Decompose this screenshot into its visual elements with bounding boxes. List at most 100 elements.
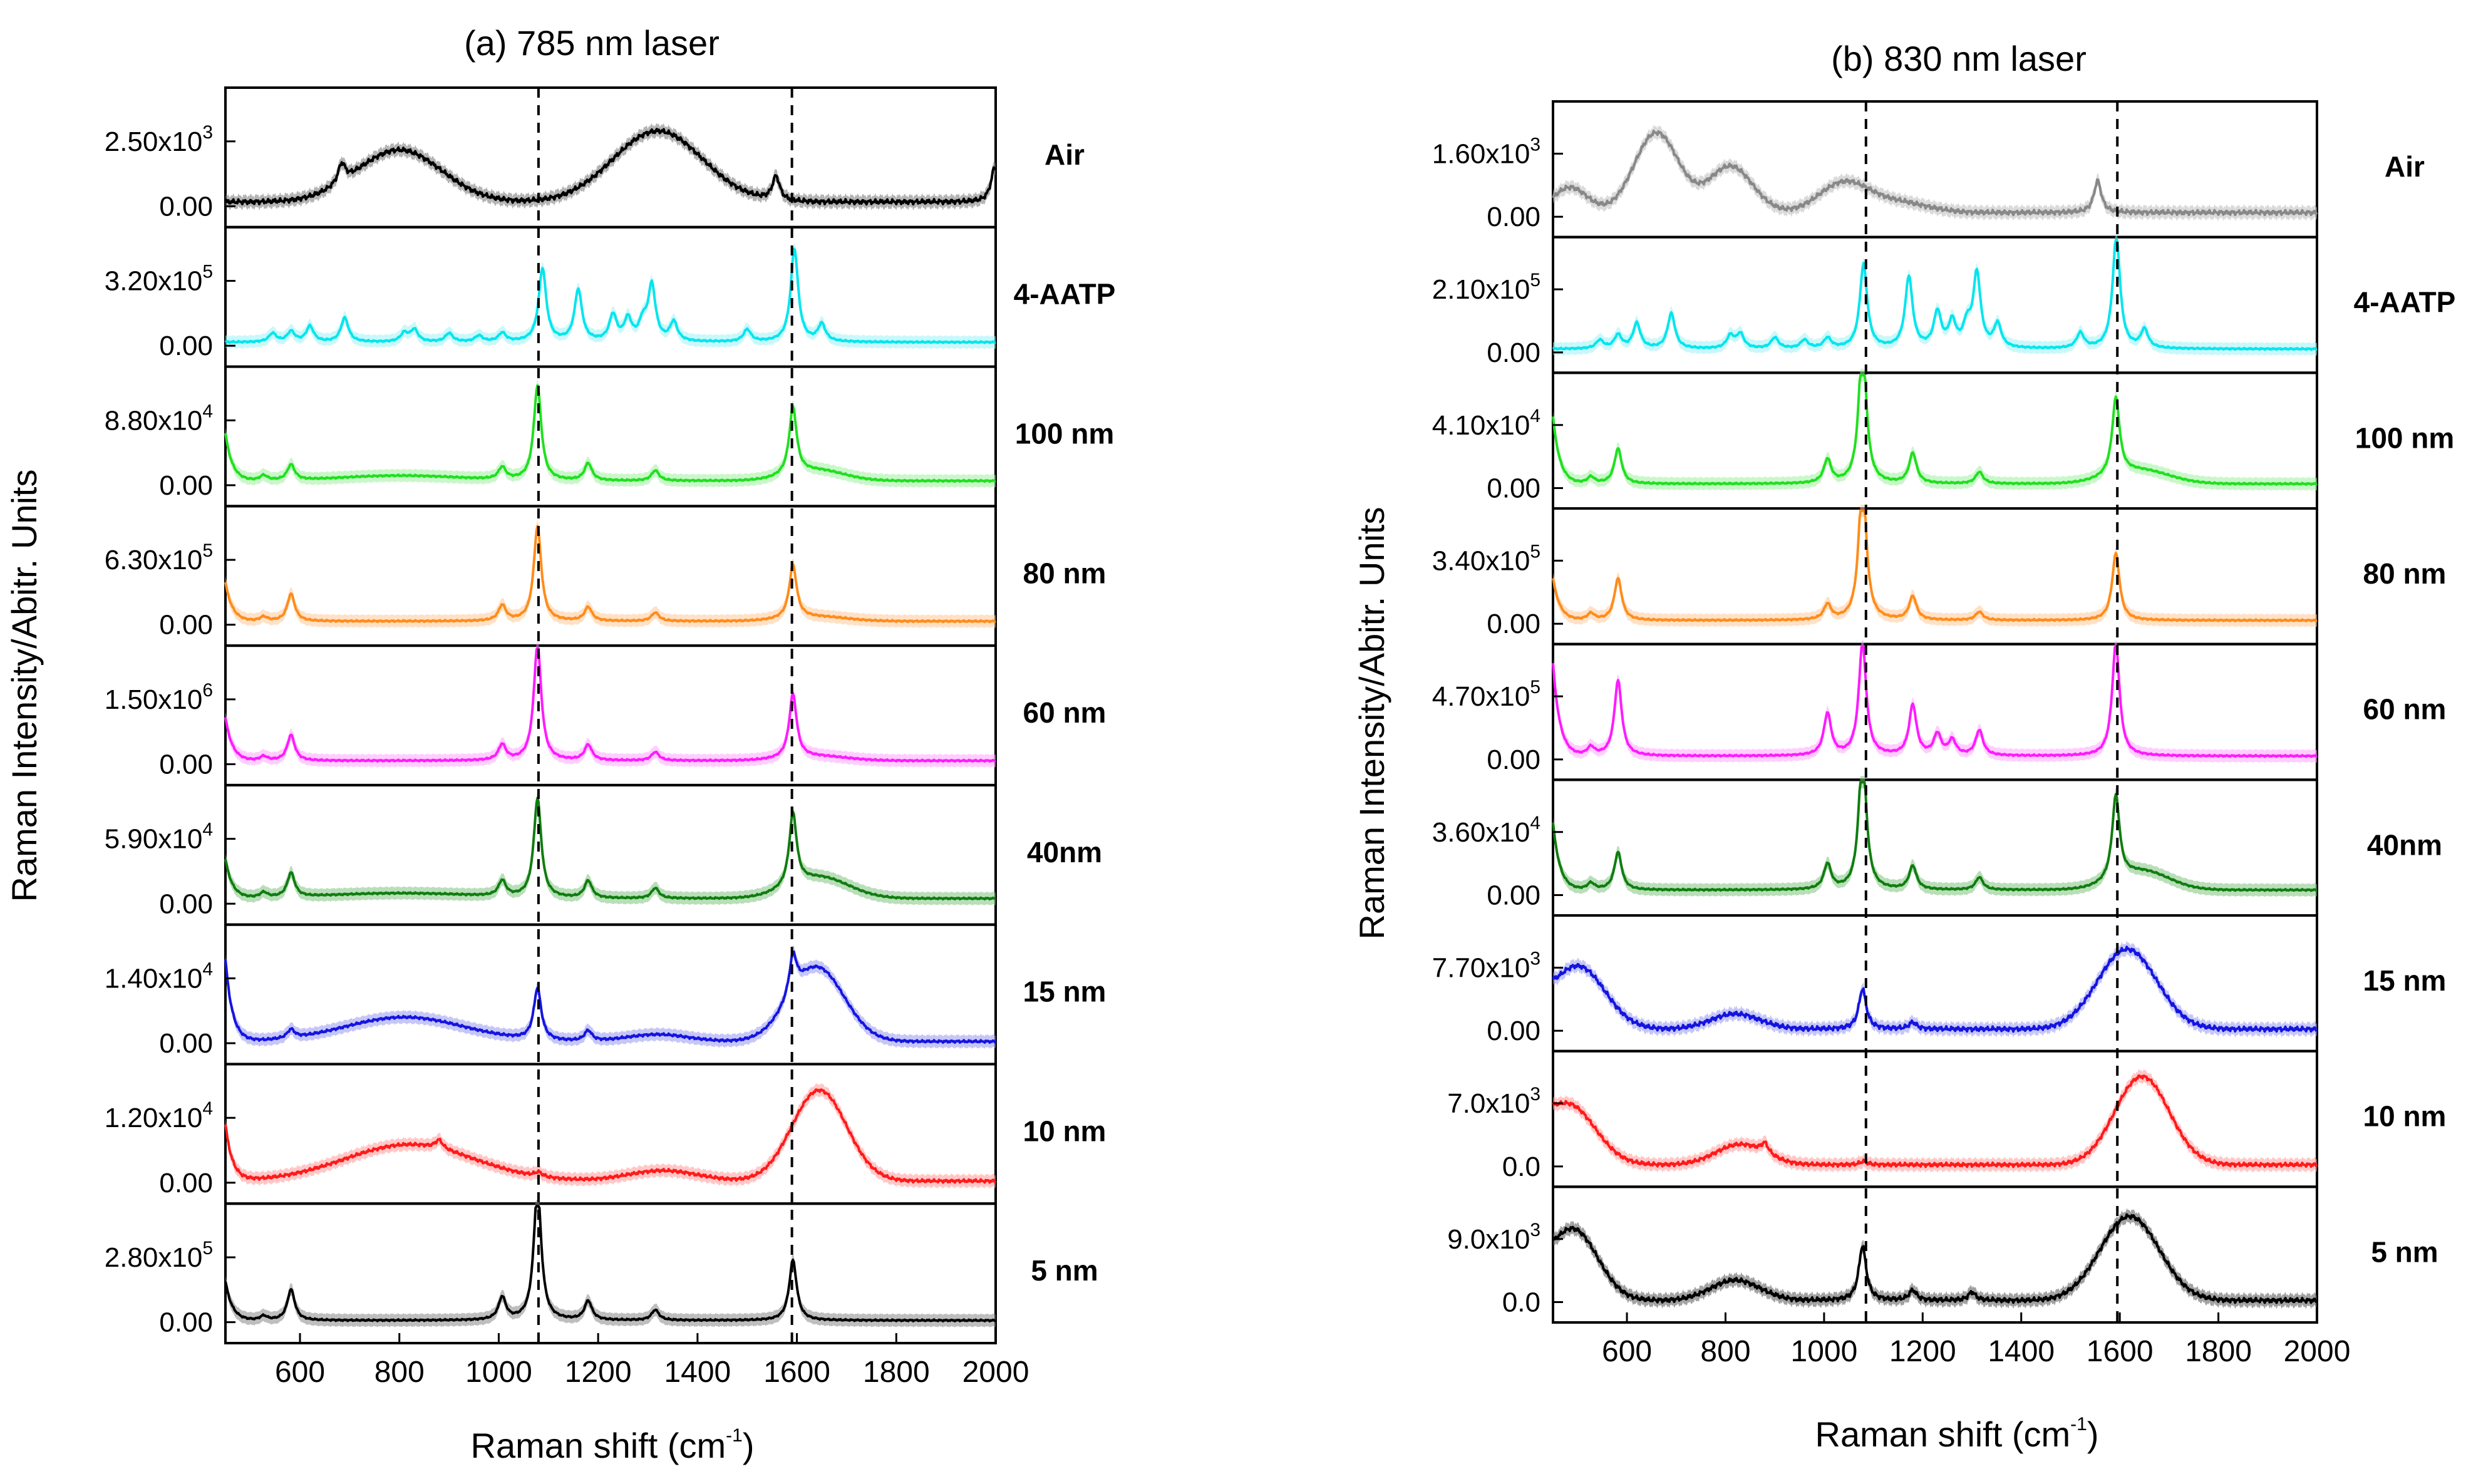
- panel-a-3-band: [225, 520, 996, 629]
- panel-b-7-spectrum-line: [1552, 1074, 2318, 1168]
- panel-b-xtick-label-6: 1800: [2185, 1335, 2252, 1368]
- panel-a-xlabel-sup: -1: [726, 1425, 743, 1446]
- panel-a-2-ytick-top-base: 8.80x10: [105, 405, 203, 436]
- panel-b-2-ytick-top-base: 4.10x10: [1432, 410, 1530, 441]
- panel-a-3-ytick-top-exp: 5: [202, 540, 213, 561]
- panel-b-4-band: [1553, 640, 2317, 763]
- panel-a-xtick-label-6: 1800: [863, 1356, 930, 1389]
- panel-b-plot: 1.60x1030.00Air2.10x1050.004-AATP4.10x10…: [1432, 100, 2455, 1368]
- panel-a-6-ytick-top-label: 1.40x104: [105, 959, 213, 994]
- panel-b-xtick-label-4: 1400: [1988, 1335, 2055, 1368]
- panel-b-6-ytick-top-exp: 3: [1530, 948, 1540, 969]
- panel-b-xtick-label-7: 2000: [2284, 1335, 2351, 1368]
- panel-a-0-band: [225, 123, 996, 211]
- panel-a-5-band: [225, 791, 996, 906]
- panel-a-xtick-label-1: 800: [374, 1356, 425, 1389]
- panel-a-7-ytick-top-label: 1.20x104: [105, 1098, 213, 1133]
- panel-b-7-ytick-top-base: 7.0x10: [1447, 1088, 1530, 1119]
- panel-b-6-ytick-top-base: 7.70x10: [1432, 952, 1530, 983]
- panel-a-0-ytick-top-base: 2.50x10: [105, 126, 203, 157]
- panel-b-7-ytick-top-label: 7.0x103: [1447, 1084, 1540, 1119]
- panel-a-2-ytick-top-exp: 4: [202, 401, 213, 421]
- panel-b-0-ytick-top-label: 1.60x103: [1432, 134, 1540, 169]
- panel-b-2-band: [1553, 369, 2317, 491]
- panel-a-4-ytick-top-base: 1.50x10: [105, 684, 203, 715]
- panel-a-8-frame: [224, 1202, 997, 1344]
- panel-b-1-ytick-top-exp: 5: [1530, 270, 1540, 291]
- panel-a-6-sample-label: 15 nm: [1023, 976, 1107, 1008]
- panel-b-5-band: [1553, 776, 2317, 897]
- panel-a-1-spectrum-line: [224, 247, 996, 344]
- panel-b-xlabel-sup: -1: [2070, 1414, 2087, 1435]
- panel-b-3-ytick-top-label: 3.40x105: [1432, 541, 1540, 576]
- panel-b-0-ytick-top-exp: 3: [1530, 134, 1540, 155]
- panel-a-2-sample-label: 100 nm: [1015, 417, 1115, 450]
- panel-b-0-ytick-top-base: 1.60x10: [1432, 138, 1530, 169]
- panel-a-4-sample-label: 60 nm: [1023, 696, 1107, 729]
- panel-a-7-band: [225, 1083, 996, 1189]
- panel-a-1-band: [225, 242, 996, 349]
- panel-b-6-band: [1553, 940, 2317, 1038]
- panel-b-3-ytick-top-exp: 5: [1530, 541, 1540, 562]
- panel-a-4-ytick-top-exp: 6: [202, 680, 213, 701]
- panel-a-6-ytick-top-exp: 4: [202, 959, 213, 979]
- panel-a-xtick-label-4: 1400: [664, 1356, 731, 1389]
- panel-a-3-spectrum-line: [224, 525, 996, 624]
- panel-a-1-ytick-top-exp: 5: [202, 262, 213, 282]
- panel-b-1-ytick-top-base: 2.10x10: [1432, 274, 1530, 305]
- panel-a-ylabel: Raman Intensity/Abitr. Units: [4, 470, 44, 902]
- panel-a-5-frame: [224, 783, 997, 926]
- panel-b-1-ytick-zero-label: 0.00: [1487, 338, 1540, 368]
- panel-a-xtick-label-0: 600: [275, 1356, 325, 1389]
- panel-a-5-spectrum-line: [224, 796, 996, 901]
- panel-b-2-spectrum-line: [1552, 374, 2318, 486]
- panel-a-xtick-label-3: 1200: [565, 1356, 632, 1389]
- panel-a-4-ytick-top-label: 1.50x106: [105, 680, 213, 715]
- panel-a-xlabel: Raman shift (cm-1): [471, 1425, 755, 1465]
- panel-a-0-ytick-top-exp: 3: [202, 122, 213, 143]
- panel-a-3-ytick-top-base: 6.30x10: [105, 545, 203, 575]
- panel-b-5-ytick-top-base: 3.60x10: [1432, 817, 1530, 848]
- panel-b-2-ytick-zero-label: 0.00: [1487, 473, 1540, 504]
- panel-b-1-ytick-top-label: 2.10x105: [1432, 270, 1540, 305]
- panel-a-0-ytick-top-label: 2.50x103: [105, 122, 213, 157]
- panel-b-xlabel-main: Raman shift (cm: [1815, 1414, 2071, 1454]
- panel-a-7-sample-label: 10 nm: [1023, 1115, 1107, 1147]
- panel-a-8-ytick-zero-label: 0.00: [159, 1307, 213, 1338]
- panel-a-2-ytick-zero-label: 0.00: [159, 470, 213, 501]
- panel-b-8-ytick-zero-label: 0.0: [1502, 1287, 1540, 1318]
- panel-a-5-ytick-top-exp: 4: [202, 820, 213, 840]
- panel-a-0-spectrum-line: [224, 128, 996, 206]
- panel-a-7-ytick-top-exp: 4: [202, 1098, 213, 1119]
- panel-a-xtick-label-2: 1000: [465, 1356, 532, 1389]
- panel-b-5-ytick-top-exp: 4: [1530, 813, 1540, 833]
- panel-a-3-ytick-zero-label: 0.00: [159, 610, 213, 641]
- panel-b-xtick-label-1: 800: [1700, 1335, 1750, 1368]
- panel-a-5-ytick-zero-label: 0.00: [159, 889, 213, 919]
- panel-a-6-band: [225, 946, 996, 1049]
- panel-b-title: (b) 830 nm laser: [1831, 39, 2087, 78]
- panel-b-8-spectrum-line: [1552, 1213, 2318, 1304]
- panel-b-5-ytick-zero-label: 0.00: [1487, 880, 1540, 911]
- panel-b-8-frame: [1552, 1185, 2318, 1324]
- panel-a-xtick-label-5: 1600: [763, 1356, 830, 1389]
- panel-b-2-sample-label: 100 nm: [2355, 421, 2455, 454]
- panel-b-3-ytick-zero-label: 0.00: [1487, 609, 1540, 639]
- panel-b-6-sample-label: 15 nm: [2363, 964, 2447, 997]
- panel-b-4-ytick-top-label: 4.70x105: [1432, 677, 1540, 712]
- panel-a-0-sample-label: Air: [1045, 138, 1085, 171]
- panel-b-8-ytick-top-label: 9.0x103: [1447, 1220, 1540, 1255]
- panel-b-ylabel: Raman Intensity/Abitr. Units: [1352, 507, 1391, 940]
- panel-b-0-sample-label: Air: [2385, 150, 2425, 183]
- panel-a-6-spectrum-line: [224, 951, 997, 1044]
- panel-b-0-spectrum-line: [1552, 130, 2318, 217]
- panel-a-1-ytick-top-base: 3.20x10: [105, 266, 203, 297]
- panel-b-7-ytick-top-exp: 3: [1530, 1084, 1540, 1105]
- panel-b-xlabel-end: ): [2087, 1414, 2099, 1454]
- panel-b-2-ytick-top-label: 4.10x104: [1432, 406, 1540, 441]
- panel-a-6-ytick-zero-label: 0.00: [159, 1028, 213, 1059]
- panel-a-1-sample-label: 4-AATP: [1014, 278, 1116, 311]
- panel-b-5-spectrum-line: [1552, 781, 2318, 892]
- panel-a-xtick-label-7: 2000: [962, 1356, 1029, 1389]
